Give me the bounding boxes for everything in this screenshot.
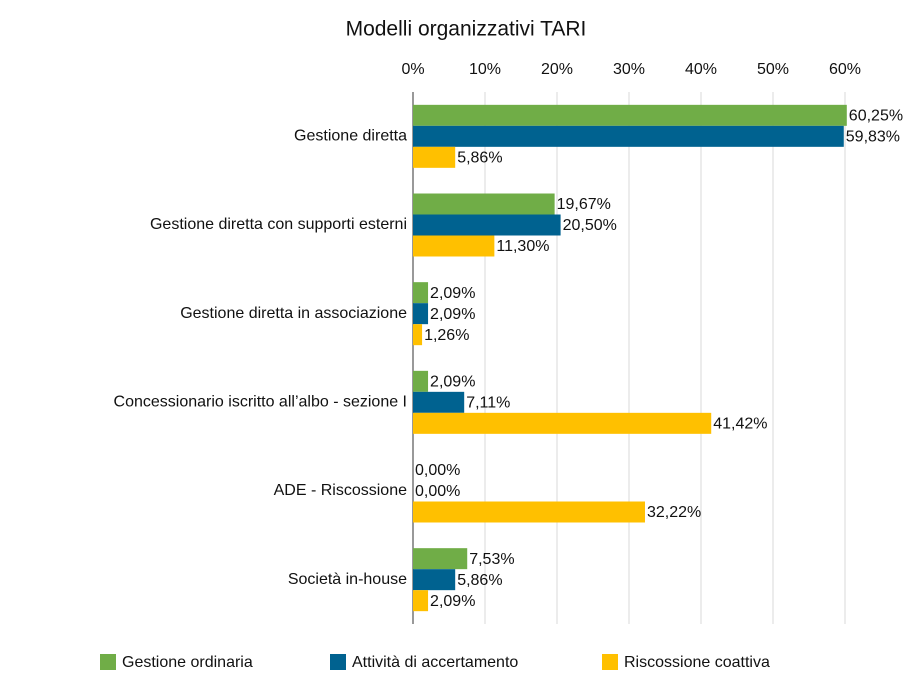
chart-title: Modelli organizzativi TARI [346,18,587,41]
data-label: 41,42% [713,416,767,433]
y-tick-label: ADE - Riscossione [274,482,407,499]
bar [413,391,465,413]
x-tick-label: 30% [613,61,645,78]
data-label: 5,86% [457,572,502,589]
bar [413,569,456,591]
y-tick-label: Gestione diretta in associazione [180,305,407,322]
data-label: 1,26% [424,327,469,344]
bar [413,324,423,346]
data-label: 2,09% [430,593,475,610]
data-label: 32,22% [647,504,701,521]
data-label: 60,25% [849,108,903,125]
x-tick-label: 50% [757,61,789,78]
bar [413,501,645,523]
data-label: 59,83% [846,129,900,146]
data-label: 7,53% [469,551,514,568]
bar [413,146,456,168]
data-label: 0,00% [415,462,460,479]
bar [413,125,844,147]
legend-label: Riscossione coattiva [624,654,770,671]
data-label: 19,67% [557,196,611,213]
y-tick-label: Gestione diretta [294,128,407,145]
y-tick-label: Società in-house [288,571,407,588]
data-label: 5,86% [457,150,502,167]
x-tick-label: 20% [541,61,573,78]
data-label: 0,00% [415,483,460,500]
x-tick-label: 60% [829,61,861,78]
bar [413,590,429,612]
data-label: 2,09% [430,306,475,323]
y-tick-label: Gestione diretta con supporti esterni [150,216,407,233]
bar [413,548,468,570]
legend-label: Gestione ordinaria [122,654,253,671]
data-label: 7,11% [466,395,510,412]
data-label: 2,09% [430,374,475,391]
bar [413,214,561,236]
x-tick-label: 10% [469,61,501,78]
bar [413,104,847,126]
bar [413,282,429,304]
legend-swatch [602,654,618,670]
x-tick-label: 40% [685,61,717,78]
bar [413,193,555,215]
bar [413,370,429,392]
bar [413,235,495,257]
data-label: 20,50% [563,217,617,234]
legend-label: Attività di accertamento [352,654,518,671]
bar [413,412,712,434]
x-tick-label: 0% [401,61,424,78]
y-tick-label: Concessionario iscritto all’albo - sezio… [114,394,407,411]
bar [413,303,429,325]
data-label: 11,30% [496,238,549,255]
data-label: 2,09% [430,285,475,302]
legend-swatch [330,654,346,670]
legend-swatch [100,654,116,670]
